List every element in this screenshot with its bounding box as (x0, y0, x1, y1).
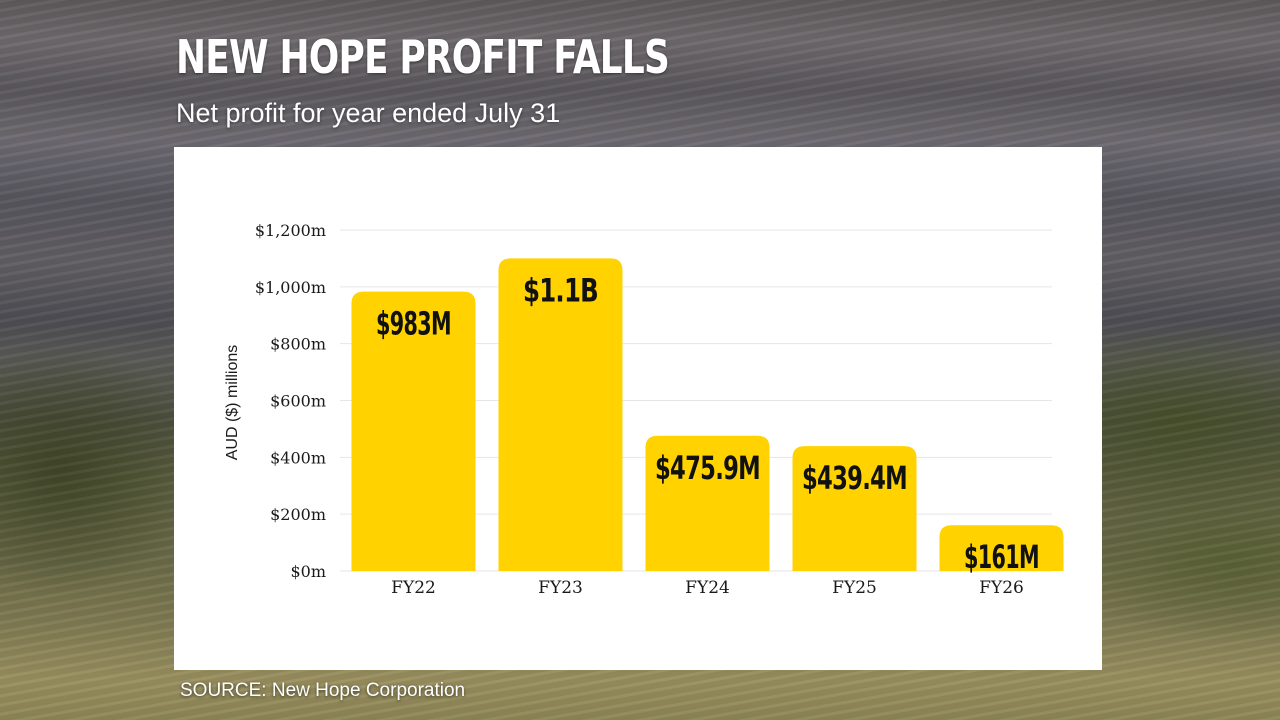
chart-subtitle: Net profit for year ended July 31 (176, 98, 561, 128)
source-note: SOURCE: New Hope Corporation (180, 680, 466, 701)
x-tick-label: FY25 (832, 578, 877, 598)
data-label: $983M (376, 305, 451, 343)
data-label: $475.9M (655, 449, 760, 487)
y-tick-label: $1,200m (255, 221, 326, 240)
bar-fy24 (645, 435, 770, 571)
y-tick-label: $600m (270, 392, 326, 411)
x-tick-label: FY26 (979, 578, 1024, 598)
bar-fy22 (351, 291, 476, 571)
chart-card: $0m $200m $400m $600m $800m $1,000m $1,200m AUD… (174, 147, 1102, 670)
bar-chart: $0m $200m $400m $600m $800m $1,000m $1,200m AUD… (224, 221, 1064, 598)
y-tick-label: $0m (290, 562, 326, 581)
x-tick-label: FY24 (685, 578, 730, 598)
bar-fy23 (498, 258, 623, 571)
bar-fy25 (792, 446, 917, 571)
data-label: $439.4M (802, 459, 907, 497)
data-label: $161M (964, 538, 1039, 576)
y-tick-label: $800m (270, 335, 326, 354)
data-label: $1.1B (523, 271, 598, 309)
x-tick-label: FY23 (538, 578, 583, 598)
y-axis-label: AUD ($) millions (224, 345, 241, 461)
y-tick-label: $1,000m (255, 278, 326, 297)
y-tick-label: $400m (270, 448, 326, 467)
chart-title: NEW HOPE PROFIT FALLS (176, 30, 670, 84)
bar-fy26 (939, 525, 1064, 571)
x-tick-label: FY22 (391, 578, 436, 598)
y-tick-label: $200m (270, 505, 326, 524)
